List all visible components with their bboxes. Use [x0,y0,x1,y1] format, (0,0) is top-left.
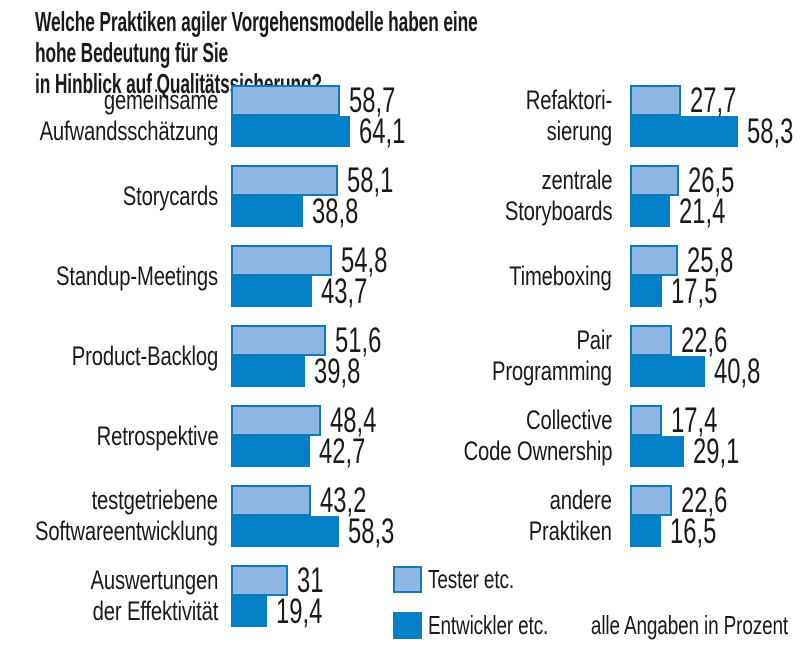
entwickler-bar [630,436,684,467]
entwickler-value: 16,5 [669,512,716,551]
tester-bar [630,485,672,516]
entwickler-bar [231,276,312,307]
chart-row: Product-Backlog 51,6 39,8 [0,321,800,391]
entwickler-value: 64,1 [358,112,405,151]
entwickler-value: 40,8 [714,352,761,391]
entwickler-value: 43,7 [320,272,368,311]
row-label: Retrospektive [96,420,218,451]
row-label: Refaktori- sierung [525,85,612,146]
entwickler-value: 19,4 [275,592,323,631]
tester-bar [630,245,678,276]
tester-value: 48,4 [329,401,376,440]
chart-title: Welche Praktiken agiler Vorgehensmodelle… [35,6,478,99]
tester-bar [231,165,339,196]
entwickler-value: 42,7 [318,432,366,471]
entwickler-value: 29,1 [692,432,740,471]
tester-value: 17,4 [671,401,718,440]
entwickler-value: 17,5 [671,272,718,311]
legend-entwickler-swatch [393,612,422,639]
chart-row: Pair Programming 22,6 40,8 [0,321,800,391]
chart-row: Standup-Meetings 54,8 43,7 [0,241,800,311]
tester-bar [630,405,663,436]
row-label: gemeinsame Aufwandsschätzung [39,85,218,146]
chart-row: Refaktori- sierung 27,7 58,3 [0,81,800,151]
entwickler-bar [630,276,663,307]
entwickler-value: 58,3 [347,512,395,551]
chart-row: zentrale Storyboards 26,5 21,4 [0,161,800,231]
tester-value: 58,7 [348,81,395,120]
chart-row: Auswertungen der Effektivität 31 19,4 [0,561,800,631]
legend-entwickler-label: Entwickler etc. [428,610,549,640]
entwickler-bar [630,196,670,227]
entwickler-bar [231,516,339,547]
entwickler-value: 21,4 [678,192,725,231]
tester-bar [231,485,311,516]
row-label: Product-Backlog [71,340,218,371]
entwickler-bar [630,516,661,547]
chart-row: testgetriebene Softwareentwicklung 43,2 58… [0,481,800,551]
tester-bar [231,245,333,276]
tester-value: 22,6 [680,321,728,360]
chart-row: gemeinsame Aufwandsschätzung 58,7 64,1 [0,81,800,151]
row-label: andere Praktiken [528,485,612,546]
entwickler-bar [630,116,738,147]
entwickler-bar [231,196,303,227]
row-label: Standup-Meetings [56,260,218,291]
row-label: Storycards [122,180,218,211]
tester-value: 31 [297,561,324,600]
tester-value: 25,8 [686,241,734,280]
entwickler-value: 39,8 [313,352,360,391]
tester-bar [630,325,672,356]
entwickler-value: 38,8 [311,192,359,231]
tester-bar [630,165,680,196]
row-label: Auswertungen der Effektivität [90,565,218,626]
tester-value: 43,2 [319,481,367,520]
chart-row: andere Praktiken 22,6 16,5 [0,481,800,551]
entwickler-bar [231,116,350,147]
entwickler-bar [231,356,305,387]
tester-value: 22,6 [680,481,728,520]
row-label: zentrale Storyboards [504,165,612,226]
tester-bar [231,325,327,356]
tester-value: 54,8 [341,241,388,280]
entwickler-bar [231,596,267,627]
legend-tester-swatch [393,566,422,593]
unit-footnote: alle Angaben in Prozent [590,610,788,640]
row-label: testgetriebene Softwareentwicklung [35,485,218,546]
chart-row: Collective Code Ownership 17,4 29,1 [0,401,800,471]
row-label: Timeboxing [509,260,613,291]
tester-value: 26,5 [688,161,735,200]
entwickler-value: 58,3 [746,112,794,151]
tester-bar [630,85,682,116]
tester-value: 51,6 [335,321,382,360]
legend-tester-label: Tester etc. [428,564,514,594]
tester-value: 58,1 [347,161,394,200]
entwickler-bar [231,436,310,467]
chart-row: Timeboxing 25,8 17,5 [0,241,800,311]
row-label: Collective Code Ownership [463,405,612,466]
tester-value: 27,7 [690,81,737,120]
chart-row: Storycards 58,1 38,8 [0,161,800,231]
tester-bar [231,85,340,116]
tester-bar [231,405,321,436]
entwickler-bar [630,356,706,387]
chart-row: Retrospektive 48,4 42,7 [0,401,800,471]
row-label: Pair Programming [492,325,612,386]
tester-bar [231,565,289,596]
